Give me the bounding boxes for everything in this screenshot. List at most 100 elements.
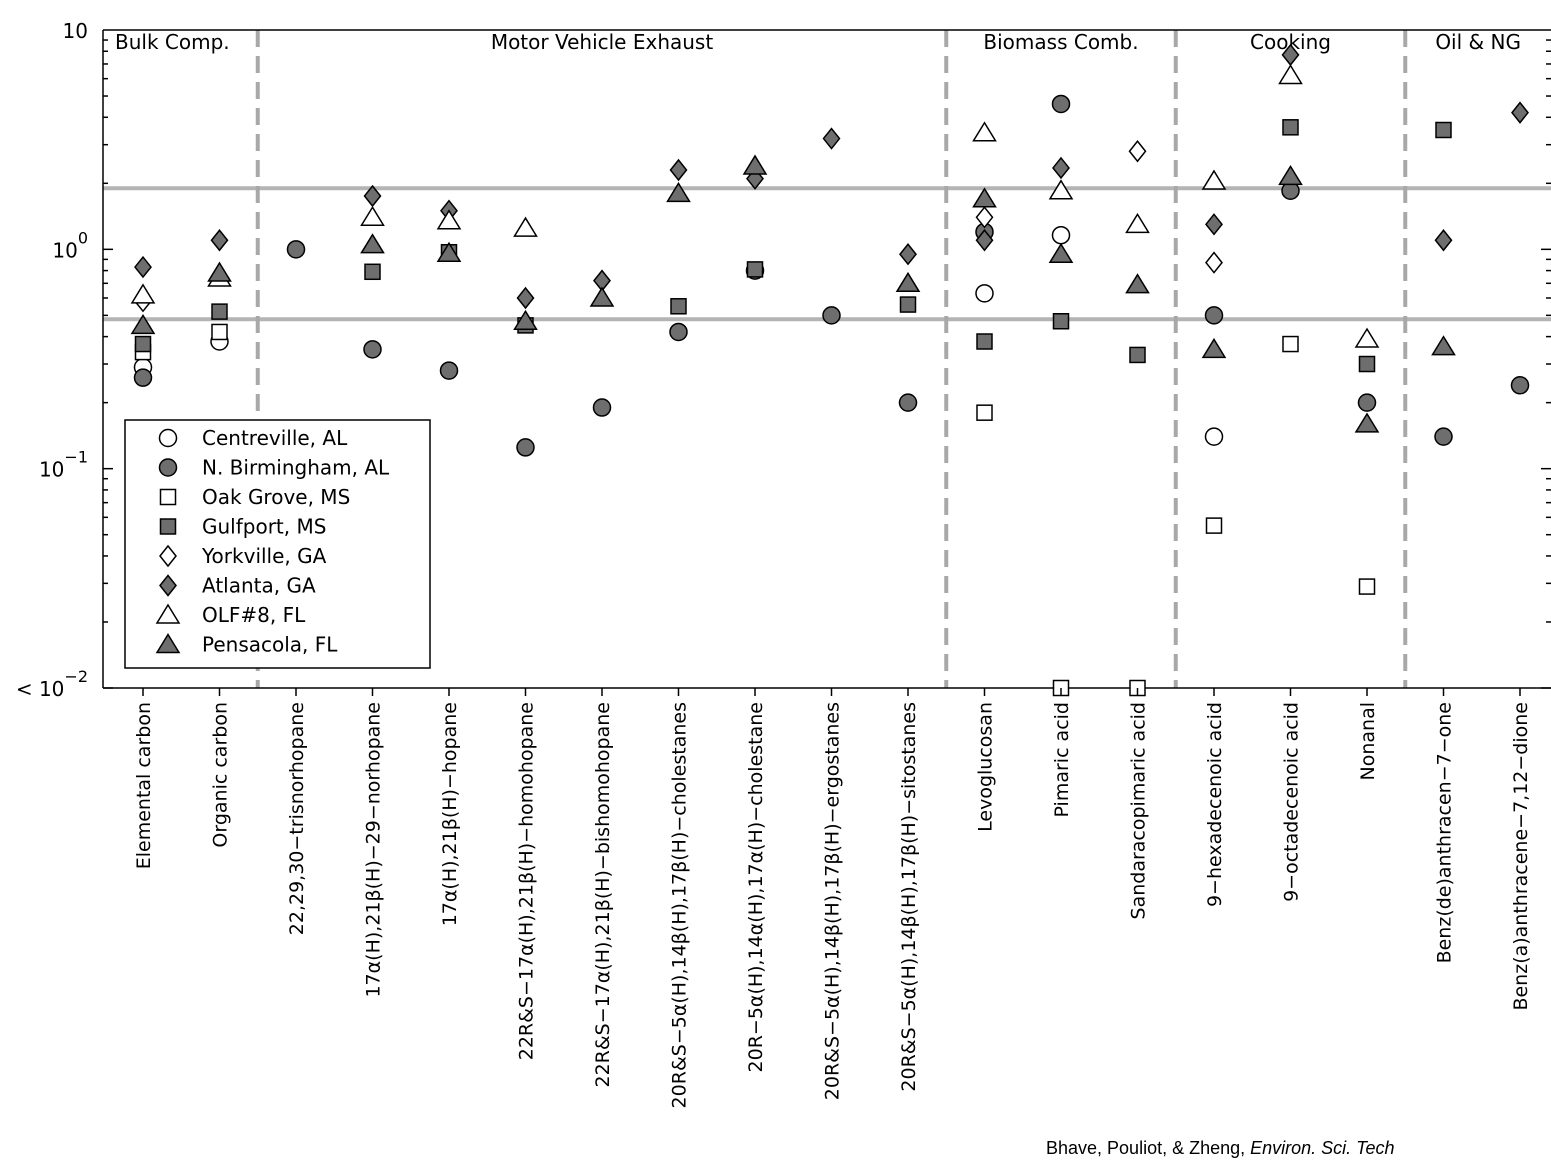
data-point bbox=[286, 240, 306, 259]
data-point bbox=[1434, 229, 1453, 252]
data-point bbox=[513, 216, 538, 237]
data-point bbox=[899, 243, 917, 266]
series-7 bbox=[130, 154, 1456, 433]
data-point bbox=[1510, 376, 1530, 395]
data-point bbox=[1204, 427, 1224, 446]
data-point bbox=[972, 187, 997, 208]
legend-label: N. Birmingham, AL bbox=[202, 456, 390, 480]
data-point bbox=[975, 229, 994, 252]
legend-label: Gulfport, MS bbox=[202, 515, 326, 539]
data-point bbox=[211, 323, 228, 341]
data-point bbox=[1128, 140, 1147, 163]
legend-marker bbox=[159, 574, 177, 597]
data-point bbox=[1282, 119, 1299, 136]
data-point bbox=[742, 154, 768, 175]
legend-marker bbox=[155, 633, 181, 654]
group-label: Bulk Comp. bbox=[115, 30, 230, 54]
legend-marker bbox=[159, 488, 177, 506]
x-tick-label: 22R&S−17α(H),21β(H)−bishomohopane bbox=[592, 702, 614, 1088]
data-point bbox=[1511, 101, 1529, 124]
x-tick-label: 20R&S−5α(H),14β(H),17β(H)−cholestanes bbox=[669, 702, 691, 1108]
legend-label: Yorkville, GA bbox=[201, 544, 327, 568]
legend-label: Centreville, AL bbox=[202, 426, 348, 450]
data-point bbox=[516, 438, 535, 457]
x-tick-label: Levoglucosan bbox=[975, 702, 997, 832]
data-point bbox=[972, 121, 997, 142]
data-point bbox=[1278, 164, 1303, 186]
citation: Bhave, Pouliot, & Zheng, Environ. Sci. T… bbox=[1046, 1138, 1395, 1159]
x-tick-label: Organic carbon bbox=[210, 702, 232, 848]
data-point bbox=[1048, 242, 1074, 263]
data-point bbox=[899, 296, 917, 313]
group-label: Oil & NG bbox=[1435, 30, 1521, 54]
x-tick-label: 9−octadecenoic acid bbox=[1281, 702, 1303, 902]
data-point bbox=[822, 306, 841, 325]
legend-label: Oak Grove, MS bbox=[202, 485, 350, 509]
y-tick-label: < 10−2 bbox=[16, 667, 88, 701]
data-point bbox=[1434, 427, 1453, 446]
data-point bbox=[1125, 273, 1150, 294]
citation-authors: Bhave, Pouliot, & Zheng, bbox=[1046, 1138, 1246, 1158]
x-tick-label: 20R&S−5α(H),14β(H),17β(H)−sitostanes bbox=[898, 702, 920, 1092]
data-point bbox=[1354, 327, 1380, 348]
data-point bbox=[1205, 213, 1223, 236]
citation-journal: Environ. Sci. Tech bbox=[1250, 1138, 1395, 1158]
series-2 bbox=[134, 323, 1376, 697]
x-axis-labels: Elemental carbon Organic carbon 22,29,30−t… bbox=[133, 688, 1532, 1108]
legend-marker bbox=[159, 544, 177, 568]
data-point bbox=[822, 127, 841, 150]
data-point bbox=[516, 286, 535, 310]
series-0 bbox=[133, 225, 1224, 446]
data-point bbox=[436, 241, 462, 262]
x-tick-label: Elemental carbon bbox=[133, 702, 155, 869]
data-point bbox=[1052, 313, 1070, 330]
legend-box bbox=[124, 419, 431, 669]
data-point bbox=[130, 313, 156, 335]
series-5 bbox=[134, 43, 1529, 310]
data-point bbox=[1201, 169, 1227, 190]
data-point bbox=[360, 233, 385, 254]
data-point bbox=[360, 205, 385, 227]
data-point bbox=[363, 340, 382, 359]
data-point bbox=[895, 271, 921, 293]
x-tick-label: 20R−5α(H),14α(H),17α(H)−cholestane bbox=[745, 702, 767, 1072]
series-6 bbox=[130, 64, 1380, 348]
data-point bbox=[1282, 335, 1299, 353]
data-point bbox=[746, 261, 764, 278]
legend-marker bbox=[158, 458, 178, 477]
data-point bbox=[1129, 346, 1146, 364]
data-point bbox=[1358, 578, 1376, 595]
x-tick-label: Benz(de)anthracen−7−one bbox=[1434, 702, 1456, 963]
y-tick-label: 100 bbox=[52, 228, 88, 262]
data-point bbox=[666, 181, 691, 203]
data-point bbox=[1205, 251, 1223, 274]
data-point bbox=[1278, 64, 1303, 85]
x-tick-label: 22,29,30−trisnorhopane bbox=[286, 702, 308, 935]
data-point bbox=[1205, 517, 1223, 534]
x-tick-label: 17α(H),21β(H)−hopane bbox=[439, 702, 461, 926]
data-point bbox=[436, 209, 462, 230]
x-tick-label: Sandaracopimaric acid bbox=[1128, 702, 1150, 919]
legend-label: OLF#8, FL bbox=[202, 603, 306, 627]
y-tick-label: 10 bbox=[63, 19, 88, 43]
legend-marker bbox=[159, 518, 177, 535]
group-label: Biomass Comb. bbox=[983, 30, 1138, 54]
data-point bbox=[211, 303, 228, 320]
x-tick-label: 17α(H),21β(H)−29−norhopane bbox=[363, 702, 385, 998]
data-point bbox=[207, 261, 232, 282]
data-point bbox=[1201, 337, 1227, 359]
data-point bbox=[133, 368, 153, 387]
data-point bbox=[1358, 355, 1376, 373]
data-point bbox=[589, 286, 615, 307]
data-point bbox=[439, 361, 459, 380]
data-point bbox=[1431, 335, 1456, 356]
data-point bbox=[976, 333, 993, 350]
data-point bbox=[1048, 179, 1074, 200]
data-point bbox=[975, 284, 994, 303]
legend-label: Atlanta, GA bbox=[202, 574, 316, 598]
data-point bbox=[1357, 393, 1377, 412]
data-point bbox=[1051, 225, 1071, 245]
legend-label: Pensacola, FL bbox=[202, 633, 338, 657]
group-label: Motor Vehicle Exhaust bbox=[491, 30, 714, 54]
